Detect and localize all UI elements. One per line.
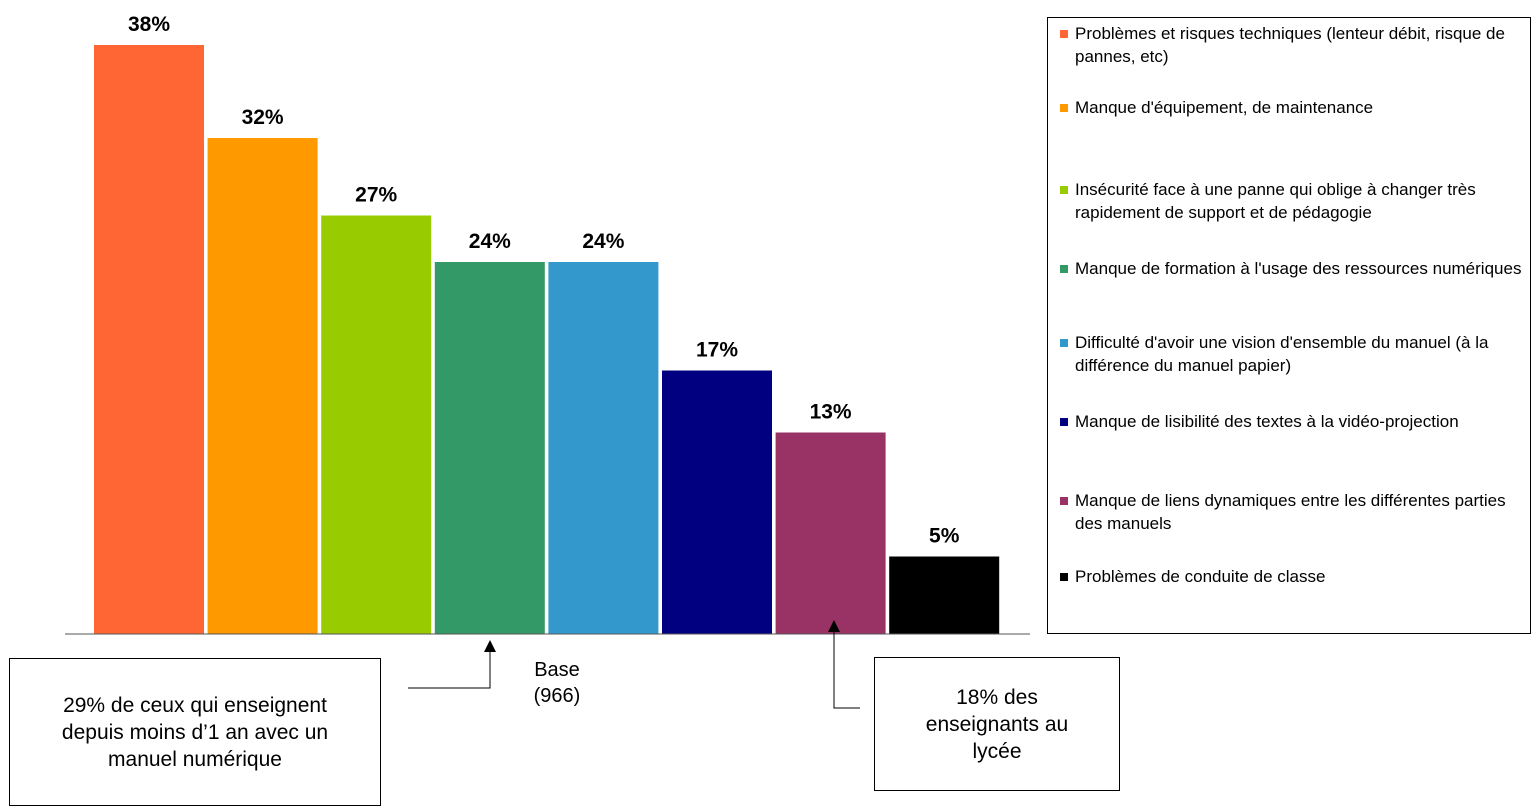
legend-swatch-3 bbox=[1060, 186, 1068, 194]
bar-chart: 38% 32% 27% 24% 24% 17% 13% 5% bbox=[65, 13, 1030, 709]
legend-swatch-2 bbox=[1060, 104, 1068, 112]
callout-right: 18% des enseignants au lycée bbox=[874, 657, 1120, 791]
legend-swatch-6 bbox=[1060, 418, 1068, 426]
bar-4 bbox=[434, 262, 545, 634]
bar-value-label-1: 38% bbox=[128, 13, 170, 36]
legend-item-8: Problèmes de conduite de classe bbox=[1060, 565, 1530, 588]
legend-label-6: Manque de lisibilité des textes à la vid… bbox=[1075, 412, 1459, 431]
callout-right-text: 18% des enseignants au lycée bbox=[925, 685, 1069, 763]
legend-item-2: Manque d'équipement, de maintenance bbox=[1060, 96, 1530, 119]
legend-item-1: Problèmes et risques techniques (lenteur… bbox=[1060, 22, 1530, 68]
bar-value-label-7: 13% bbox=[810, 401, 852, 424]
legend-swatch-5 bbox=[1060, 339, 1068, 347]
callout-left-arrowhead bbox=[484, 640, 496, 652]
bar-3 bbox=[321, 215, 432, 634]
callout-right-connector bbox=[833, 630, 860, 709]
bar-value-label-8: 5% bbox=[929, 525, 960, 548]
legend-label-4: Manque de formation à l'usage des ressou… bbox=[1075, 259, 1522, 278]
legend-label-3: Insécurité face à une panne qui oblige à… bbox=[1075, 180, 1476, 222]
legend: Problèmes et risques techniques (lenteur… bbox=[1047, 17, 1531, 634]
legend-label-2: Manque d'équipement, de maintenance bbox=[1075, 98, 1374, 117]
bar-2 bbox=[207, 138, 318, 634]
legend-swatch-7 bbox=[1060, 497, 1068, 505]
bar-6 bbox=[662, 370, 772, 634]
bar-8 bbox=[889, 556, 1000, 634]
legend-item-7: Manque de liens dynamiques entre les dif… bbox=[1060, 489, 1530, 535]
bar-value-label-6: 17% bbox=[696, 339, 738, 362]
legend-swatch-4 bbox=[1060, 265, 1068, 273]
bar-value-label-4: 24% bbox=[469, 230, 511, 253]
legend-label-5: Difficulté d'avoir une vision d'ensemble… bbox=[1075, 333, 1489, 375]
legend-item-3: Insécurité face à une panne qui oblige à… bbox=[1060, 178, 1530, 224]
bar-5 bbox=[548, 262, 659, 634]
callout-left-text: 29% de ceux qui enseignent depuis moins … bbox=[61, 693, 329, 771]
legend-swatch-8 bbox=[1060, 573, 1068, 581]
bar-7 bbox=[775, 432, 886, 634]
bar-value-label-5: 24% bbox=[582, 230, 624, 253]
base-label: Base (966) bbox=[512, 657, 602, 709]
callout-right-arrowhead bbox=[828, 620, 840, 632]
bar-value-label-3: 27% bbox=[355, 184, 397, 207]
callout-left: 29% de ceux qui enseignent depuis moins … bbox=[9, 658, 381, 806]
legend-label-8: Problèmes de conduite de classe bbox=[1075, 567, 1326, 586]
callout-left-connector bbox=[408, 650, 491, 689]
legend-item-4: Manque de formation à l'usage des ressou… bbox=[1060, 257, 1530, 280]
legend-label-7: Manque de liens dynamiques entre les dif… bbox=[1075, 491, 1506, 533]
legend-item-6: Manque de lisibilité des textes à la vid… bbox=[1060, 410, 1530, 433]
bar-1 bbox=[94, 45, 204, 634]
bar-labels-group: 38% 32% 27% 24% 24% 17% 13% 5% bbox=[128, 13, 960, 548]
base-label-text: Base (966) bbox=[533, 659, 581, 707]
legend-label-1: Problèmes et risques techniques (lenteur… bbox=[1075, 24, 1505, 66]
bars-group bbox=[94, 45, 1000, 634]
bar-value-label-2: 32% bbox=[242, 106, 284, 129]
legend-swatch-1 bbox=[1060, 30, 1068, 38]
legend-item-5: Difficulté d'avoir une vision d'ensemble… bbox=[1060, 331, 1530, 377]
